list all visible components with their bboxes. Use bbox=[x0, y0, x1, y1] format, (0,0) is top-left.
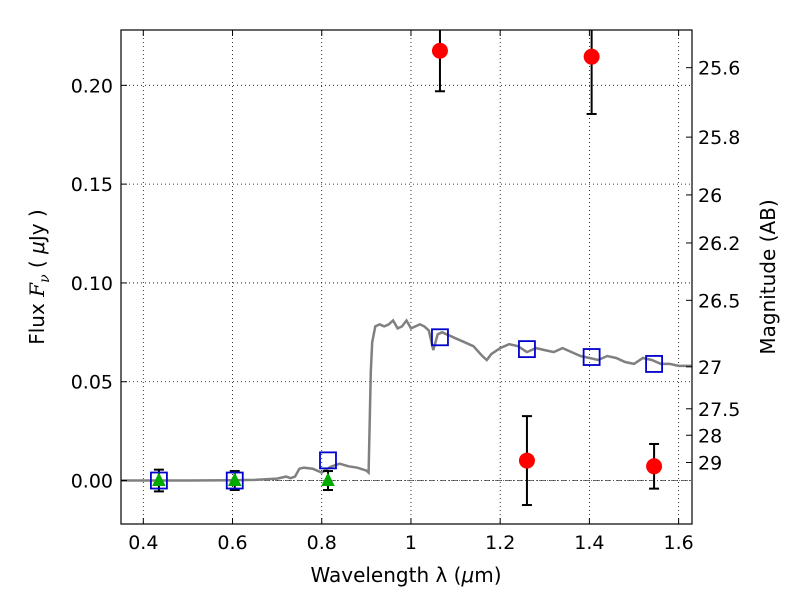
error-bars bbox=[153, 30, 660, 507]
data-markers bbox=[150, 42, 663, 490]
mag-tick-label: 27 bbox=[698, 357, 722, 379]
y-axis-label-suffix: Jy ) bbox=[25, 209, 49, 243]
x-axis-label-mu: μ bbox=[460, 563, 474, 587]
x-axis-label: Wavelength λ (μm) bbox=[310, 563, 501, 587]
mag-tick-label: 26.5 bbox=[698, 290, 740, 312]
y-axis-label-prefix: Flux bbox=[25, 297, 49, 345]
x-tick-label: 1.2 bbox=[485, 532, 515, 554]
upper-limit-triangle bbox=[227, 472, 242, 487]
magnitude-axis-label: Magnitude (AB) bbox=[756, 199, 780, 354]
x-tick-label: 0.6 bbox=[217, 532, 247, 554]
upper-limit-triangle bbox=[152, 472, 166, 487]
axis-ticks: 0.4 0.6 0.8 1 1.2 1.4 1.6 0.00 0.05 0.10 0.15 0.20 2… bbox=[71, 30, 740, 554]
mag-tick-label: 25.6 bbox=[698, 58, 740, 80]
upper-limit-triangle bbox=[321, 472, 335, 487]
x-tick-label: 1.4 bbox=[574, 532, 604, 554]
y-axis-label-mid: ( bbox=[25, 254, 49, 275]
y-tick-label: 0.05 bbox=[71, 372, 113, 394]
model-band-square bbox=[582, 348, 601, 366]
y-tick-label: 0.10 bbox=[71, 273, 113, 295]
y-axis-label-mu: μ bbox=[25, 241, 49, 255]
mag-tick-label: 28 bbox=[698, 425, 722, 447]
mag-tick-label: 27.5 bbox=[698, 399, 740, 421]
mag-tick-label: 26 bbox=[698, 185, 722, 207]
x-tick-label: 1 bbox=[405, 532, 417, 554]
x-axis-label-prefix: Wavelength λ ( bbox=[310, 563, 461, 587]
model-spectrum-line bbox=[121, 318, 692, 482]
y-tick-label: 0.00 bbox=[71, 471, 113, 493]
y-axis-label-f: F bbox=[25, 282, 49, 298]
x-axis-label-suffix: m) bbox=[474, 563, 501, 587]
y-axis-label-nu: ν bbox=[37, 274, 53, 283]
x-tick-label: 1.6 bbox=[664, 532, 694, 554]
x-tick-label: 0.4 bbox=[128, 532, 158, 554]
model-band-square bbox=[319, 451, 337, 470]
grid-lines bbox=[121, 30, 692, 524]
model-band-square bbox=[518, 340, 536, 359]
y-axis-label: Flux Fν ( μJy ) bbox=[25, 209, 53, 345]
observed-point bbox=[583, 48, 600, 65]
y-tick-label: 0.15 bbox=[71, 174, 113, 196]
mag-tick-label: 29 bbox=[698, 453, 722, 475]
mag-tick-label: 26.2 bbox=[698, 233, 740, 255]
model-band-square bbox=[431, 328, 449, 347]
y-tick-label: 0.20 bbox=[71, 75, 113, 97]
x-tick-label: 0.8 bbox=[307, 532, 337, 554]
mag-tick-label: 25.8 bbox=[698, 127, 740, 149]
observed-point bbox=[646, 458, 663, 475]
model-band-square bbox=[645, 355, 663, 373]
observed-point bbox=[518, 452, 535, 469]
observed-point bbox=[431, 42, 448, 59]
plot-frame bbox=[120, 29, 693, 525]
